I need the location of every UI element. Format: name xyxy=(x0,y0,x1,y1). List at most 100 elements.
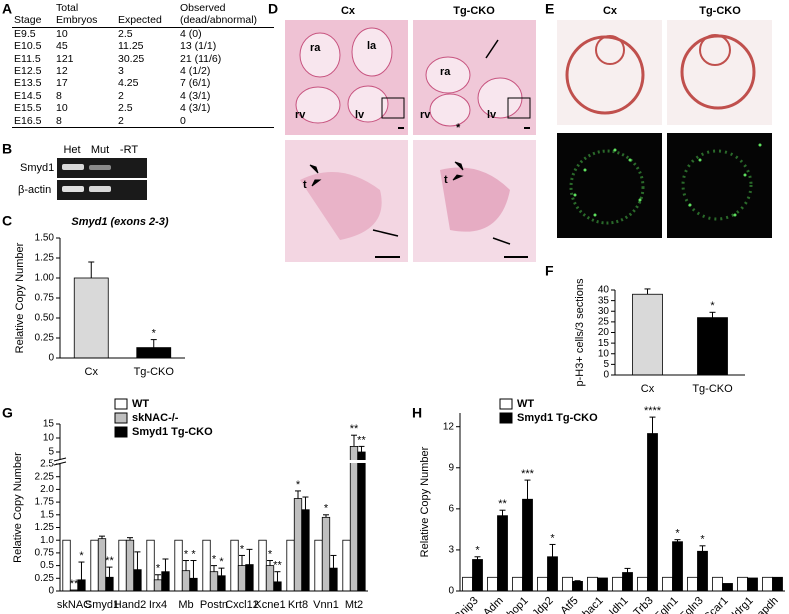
x-tick-label: Smyd1 xyxy=(85,599,119,611)
x-tick-label: Cx xyxy=(641,383,655,395)
y-tick-label: 2.5 xyxy=(40,459,54,470)
error-bar xyxy=(524,479,531,500)
significance-mark: ** xyxy=(105,555,114,567)
y-tick-label: 6 xyxy=(448,503,454,514)
error-bar xyxy=(574,580,581,582)
table-cell: 13 (1/1) xyxy=(180,40,217,53)
bar xyxy=(189,577,198,592)
error-bar xyxy=(162,558,169,572)
region-label: t xyxy=(303,179,307,191)
bar xyxy=(136,347,172,359)
table-cell: 2.5 xyxy=(118,102,133,115)
header-cell: Expected xyxy=(116,2,178,28)
region-label: lv xyxy=(355,109,365,121)
table-cell: E12.5 xyxy=(14,65,42,78)
table-row: E16.5 8 2 0 xyxy=(12,115,274,128)
bar xyxy=(597,577,608,592)
bar xyxy=(357,451,366,592)
bar xyxy=(125,539,135,592)
x-tick-label: Jdp2 xyxy=(530,595,555,614)
bar xyxy=(637,576,648,592)
y-tick-label: 0.75 xyxy=(35,548,55,559)
x-tick-label: Egln3 xyxy=(677,595,705,614)
x-tick-label: Vnn1 xyxy=(313,599,339,611)
y-tick-label: 1.0 xyxy=(40,535,54,546)
table-cell: 11.25 xyxy=(118,40,144,53)
bar xyxy=(273,581,282,592)
table-cell: 3 xyxy=(118,65,124,78)
header-cell: Observed (dead/abnormal) xyxy=(178,2,274,28)
y-tick-label: 0.5 xyxy=(40,560,54,571)
bar xyxy=(237,565,247,592)
y-tick-label: 0.25 xyxy=(35,333,55,344)
y-axis-label: Relative Copy Number xyxy=(12,452,24,563)
error-bar xyxy=(274,571,281,582)
y-tick-label: 0 xyxy=(603,370,609,381)
y-tick-label: 12 xyxy=(443,421,455,432)
error-bar xyxy=(239,554,245,566)
error-bar xyxy=(88,261,95,278)
significance-mark: * xyxy=(550,532,555,544)
bar xyxy=(258,539,267,592)
bar xyxy=(612,576,623,592)
bar xyxy=(245,564,254,592)
y-tick-label: 1.25 xyxy=(35,253,55,264)
region-label: ra xyxy=(310,42,321,54)
error-bar xyxy=(474,556,481,560)
y-tick-label: 20 xyxy=(598,327,610,338)
table-row: E9.5 10 2.5 4 (0) xyxy=(12,27,274,40)
table-cell: 7 (6/1) xyxy=(180,77,211,90)
x-tick-label: Trb3 xyxy=(631,595,655,614)
y-tick-label: 15 xyxy=(43,419,55,430)
data-table: Stage Total Embryos Expected Observed (dead… xyxy=(12,2,274,129)
table-row: E14.5 8 2 4 (3/1) xyxy=(12,90,274,102)
y-tick-label: 1.75 xyxy=(35,497,55,508)
y-tick-label: 0.50 xyxy=(35,313,55,324)
y-tick-label: 1.00 xyxy=(35,273,55,284)
significance-mark: **** xyxy=(644,405,662,417)
table-cell: 4.25 xyxy=(118,77,139,90)
bar xyxy=(737,576,748,592)
region-label: rv xyxy=(420,109,431,121)
bar xyxy=(146,539,155,592)
bar xyxy=(209,571,219,592)
table-cell: 21 (11/6) xyxy=(180,52,222,65)
x-tick-label: Atf5 xyxy=(558,595,580,614)
x-tick-label: Cx xyxy=(85,366,99,378)
error-bar xyxy=(330,554,337,569)
x-tick-label: Krt8 xyxy=(288,599,308,611)
bar xyxy=(77,579,86,592)
bar xyxy=(687,576,698,592)
gel-row-label: Smyd1 xyxy=(20,162,54,174)
table-cell: 2 xyxy=(118,89,124,102)
bar xyxy=(329,567,338,592)
y-tick-label: 5 xyxy=(603,359,609,370)
y-tick-label: 2.25 xyxy=(35,471,55,482)
significance-mark: * xyxy=(475,545,480,557)
bar xyxy=(487,576,498,592)
significance-mark: * xyxy=(296,479,301,491)
y-tick-label: 10 xyxy=(43,433,55,444)
table-cell: E14.5 xyxy=(14,89,42,102)
significance-mark: ** xyxy=(357,434,366,446)
axis-break xyxy=(52,460,368,463)
x-tick-label: Tg-CKO xyxy=(134,366,175,378)
significance-mark: ** xyxy=(70,578,79,590)
gel-row-label: β-actin xyxy=(18,184,51,196)
legend-label: skNAC-/- xyxy=(132,412,179,424)
y-axis-label: Relative Copy Number xyxy=(419,446,431,557)
error-bar xyxy=(106,566,113,578)
table-cell: 0 xyxy=(180,114,186,127)
y-tick-label: 15 xyxy=(598,338,610,349)
section-images xyxy=(557,20,772,238)
y-tick-label: 0 xyxy=(48,586,54,597)
table-row: E10.5 45 11.25 13 (1/1) xyxy=(12,40,274,52)
bar xyxy=(622,572,633,592)
table-cell: E9.5 xyxy=(14,27,36,40)
error-bar xyxy=(644,288,651,295)
error-bar xyxy=(323,514,329,518)
table-cell: 2.5 xyxy=(118,27,133,40)
bar xyxy=(762,576,773,592)
bar xyxy=(133,569,142,592)
x-tick-label: Ndrg1 xyxy=(726,595,756,614)
